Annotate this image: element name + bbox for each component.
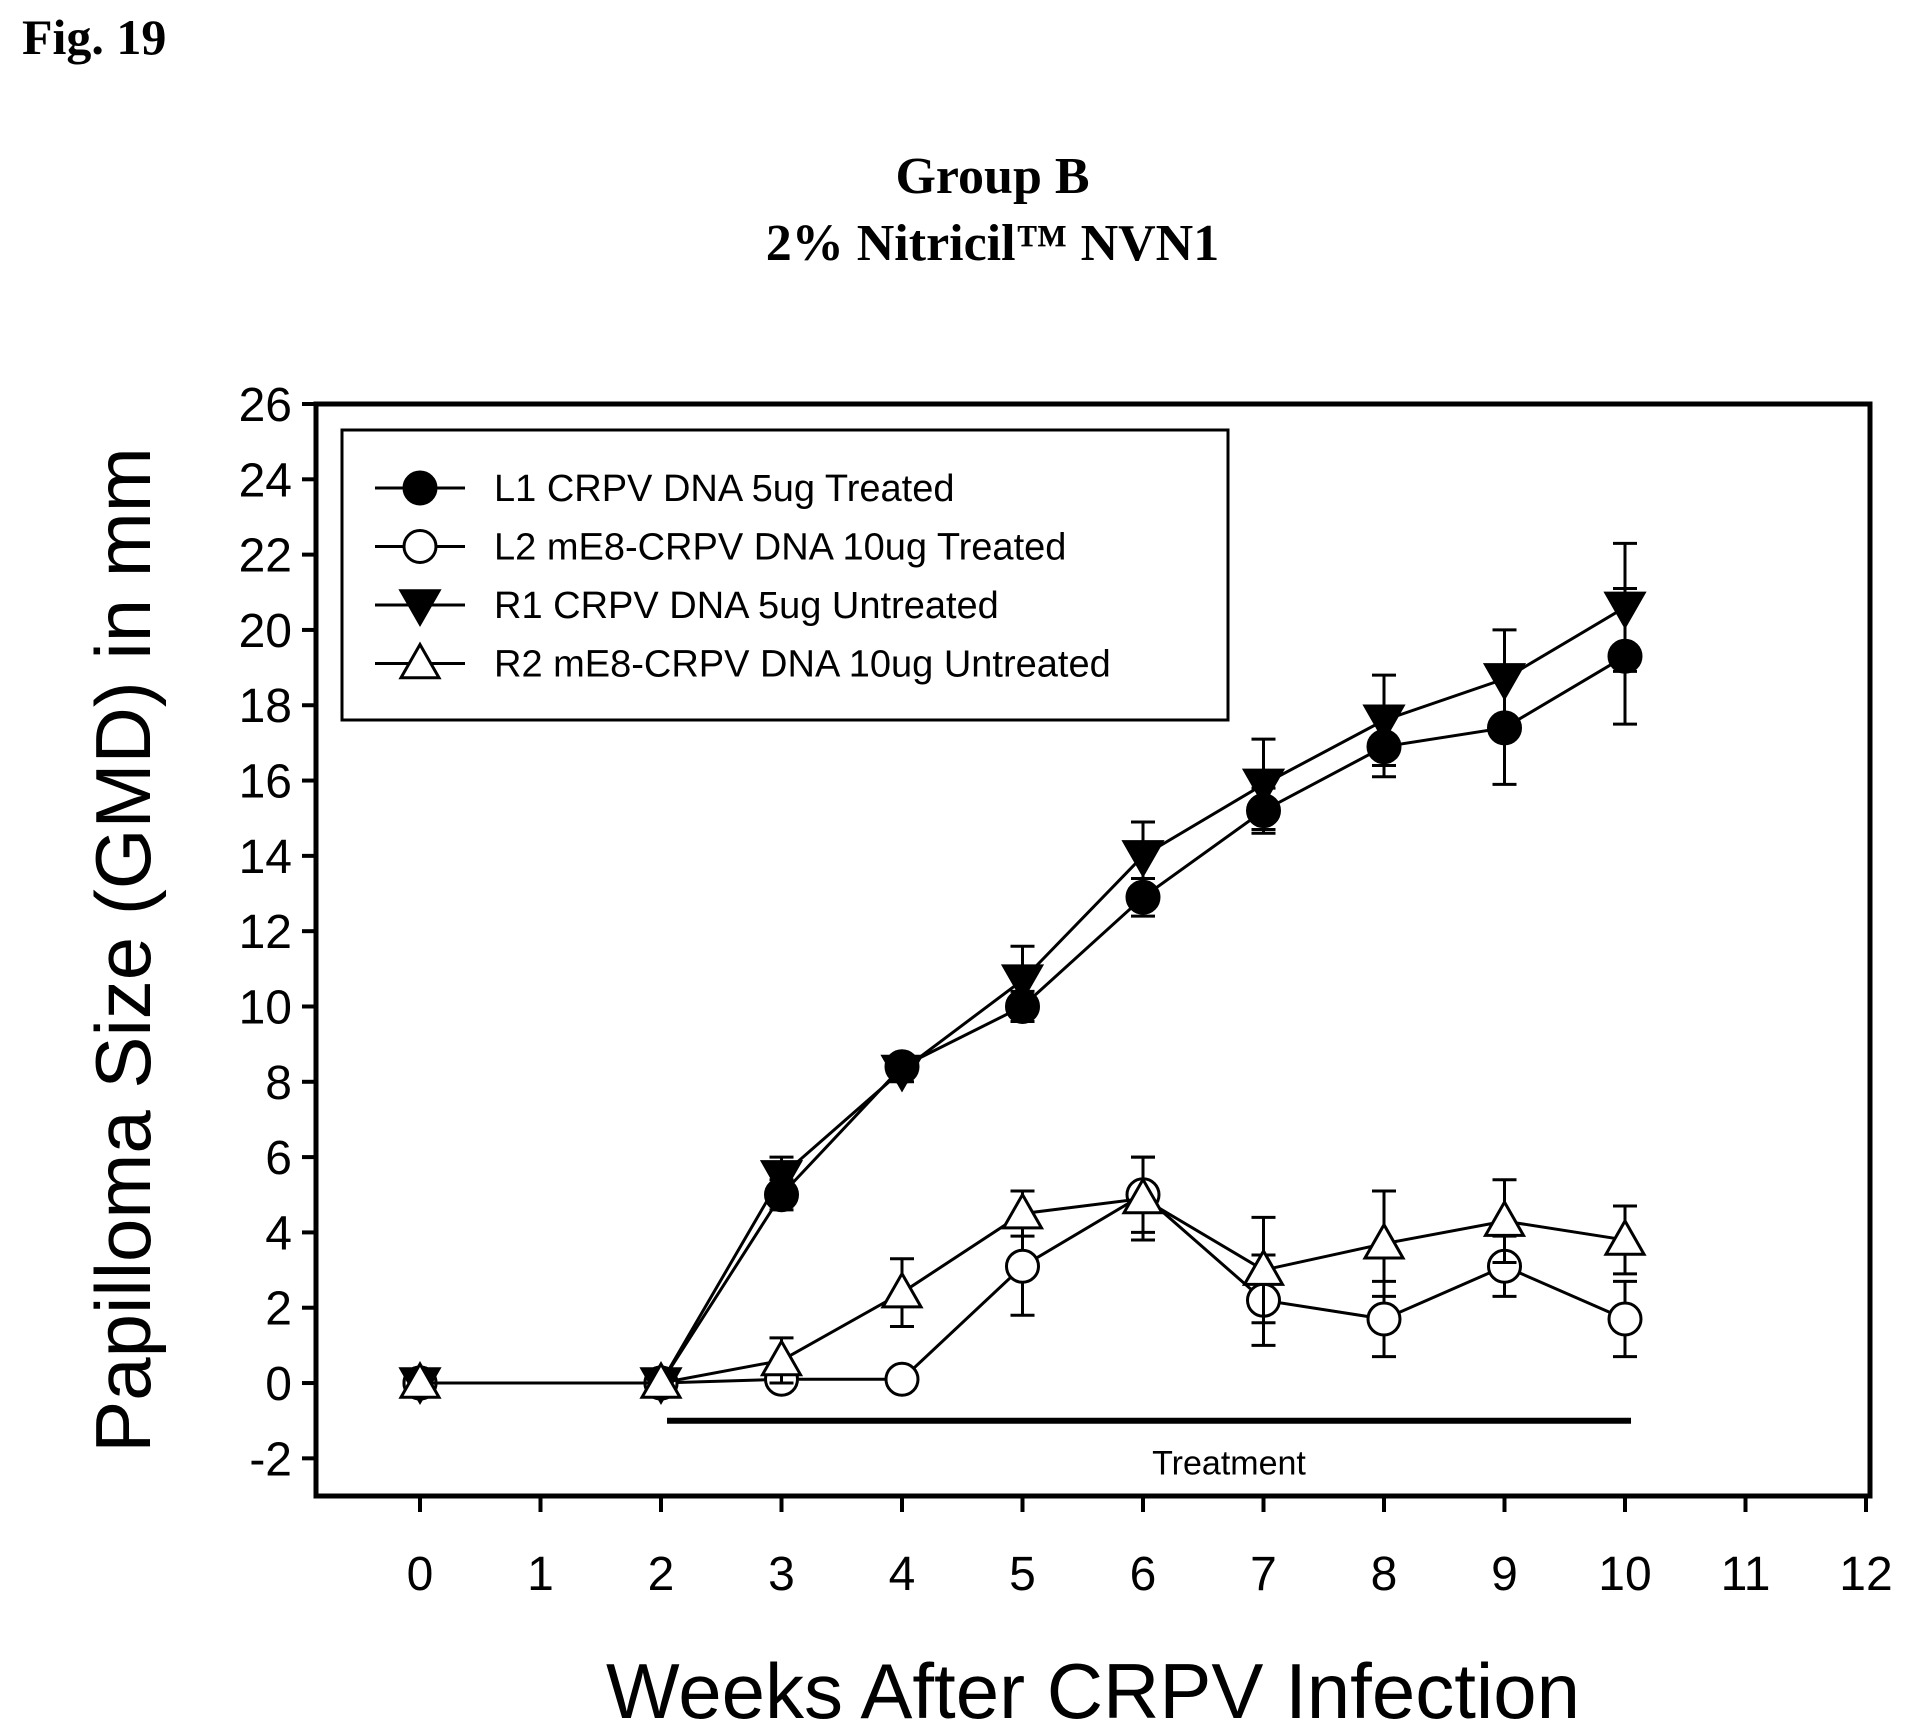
y-tick-label: 20 [239, 605, 292, 658]
data-point [1241, 768, 1286, 807]
y-tick-label: 12 [239, 906, 292, 959]
legend-marker [402, 529, 438, 564]
data-point [1121, 1176, 1165, 1215]
x-axis: 0 1 2 3 4 5 6 7 8 9 10 11 12 [407, 1496, 1893, 1601]
x-tick-label: 12 [1839, 1548, 1892, 1601]
data-point [1000, 1191, 1045, 1230]
data-point [1607, 1301, 1643, 1337]
series-4 [398, 1155, 1647, 1399]
data-point [1362, 1221, 1406, 1260]
data-point [880, 1270, 924, 1309]
y-axis-title: Papilloma Size (GMD) in mm [79, 447, 167, 1453]
y-tick-label: 14 [239, 831, 292, 884]
data-point [1482, 663, 1527, 701]
figure-label: Fig. 19 [22, 9, 167, 65]
y-tick-label: 16 [239, 756, 292, 809]
x-tick-label: 4 [889, 1548, 916, 1601]
data-point [1482, 1199, 1527, 1237]
y-tick-label: 18 [239, 680, 292, 733]
series-line [420, 1196, 1626, 1385]
x-axis-title: Weeks After CRPV Infection [606, 1647, 1580, 1733]
x-tick-label: 0 [407, 1548, 434, 1601]
x-tick-label: 2 [648, 1548, 675, 1601]
series-line [420, 1192, 1626, 1385]
data-point [1121, 840, 1165, 878]
plot-area-frame [313, 401, 1873, 1499]
data-point [639, 1361, 683, 1399]
x-tick-label: 10 [1598, 1548, 1651, 1601]
legend-marker [398, 641, 442, 680]
legend-label: L2 mE8-CRPV DNA 10ug Treated [494, 527, 1066, 569]
y-tick-label: 8 [265, 1057, 292, 1110]
chart-title: Group B [895, 148, 1090, 205]
x-tick-label: 3 [768, 1548, 795, 1601]
x-tick-label: 5 [1009, 1548, 1036, 1601]
legend-label: L1 CRPV DNA 5ug Treated [494, 468, 954, 510]
data-point [759, 1338, 804, 1377]
x-tick-label: 8 [1371, 1548, 1398, 1601]
x-tick-label: 9 [1491, 1548, 1518, 1601]
y-tick-label: 4 [265, 1207, 292, 1260]
data-point [398, 1361, 442, 1399]
data-point [1241, 1248, 1286, 1286]
legend-label: R2 mE8-CRPV DNA 10ug Untreated [494, 644, 1111, 686]
y-tick-label: 6 [265, 1132, 292, 1185]
data-point [1366, 1301, 1402, 1337]
data-point [1603, 591, 1647, 630]
annotations: Treatment [667, 1417, 1632, 1483]
series-line [420, 654, 1626, 1385]
legend-marker [398, 589, 442, 628]
y-tick-label: 2 [265, 1283, 292, 1336]
data-point [880, 1054, 924, 1093]
x-tick-label: 11 [1721, 1548, 1771, 1601]
data-point [1005, 1248, 1040, 1284]
data-point [759, 1160, 804, 1198]
y-tick-label: 10 [239, 981, 292, 1034]
data-point [1000, 964, 1045, 1003]
chart-subtitle: 2% Nitricil™ NVN1 [765, 215, 1220, 272]
legend-label: R1 CRPV DNA 5ug Untreated [494, 585, 999, 627]
x-tick-label: 1 [527, 1548, 554, 1601]
series-3 [398, 541, 1647, 1406]
y-tick-label: 0 [265, 1358, 292, 1411]
legend: L1 CRPV DNA 5ug Treated L2 mE8-CRPV DNA 1… [340, 428, 1230, 722]
y-tick-label: -2 [249, 1433, 292, 1486]
y-tick-label: 26 [239, 379, 292, 432]
series-line [420, 606, 1626, 1385]
series-layer [398, 541, 1647, 1406]
y-tick-label: 22 [239, 530, 292, 583]
treatment-label: Treatment [1152, 1445, 1306, 1483]
x-tick-label: 6 [1130, 1548, 1157, 1601]
data-point [884, 1361, 920, 1397]
legend-marker [402, 470, 438, 506]
y-tick-label: 24 [239, 454, 292, 507]
x-tick-label: 7 [1250, 1548, 1277, 1601]
data-point [1603, 1217, 1647, 1256]
legend-box [340, 428, 1230, 722]
data-point [1362, 704, 1406, 743]
